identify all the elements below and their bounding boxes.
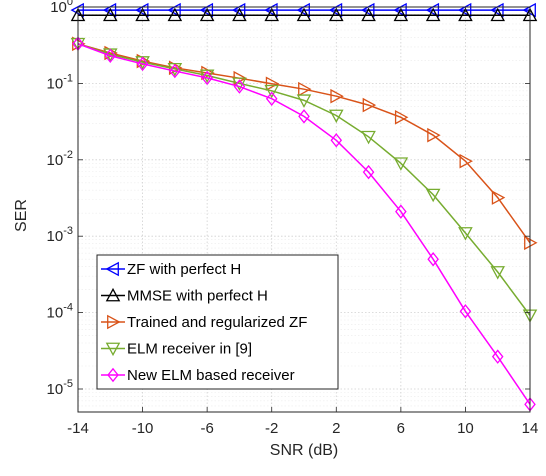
legend-label-3: Trained and regularized ZF bbox=[127, 314, 307, 331]
y-axis-label: SER bbox=[13, 199, 30, 232]
y-tick-label: 10-1 bbox=[47, 72, 73, 92]
y-tick-base: 10 bbox=[47, 75, 64, 92]
legend-label-5: New ELM based receiver bbox=[127, 367, 295, 384]
legend-marker-5 bbox=[107, 367, 119, 383]
series-4-point bbox=[393, 157, 409, 171]
legend-label-4: ELM receiver in [9] bbox=[127, 341, 252, 358]
axes-box bbox=[77, 6, 531, 413]
x-tick-label: 2 bbox=[332, 420, 340, 437]
legend-box bbox=[96, 254, 339, 390]
y-tick-base: 10 bbox=[47, 305, 64, 322]
legend-marker-1 bbox=[105, 261, 119, 277]
legend-marker-3 bbox=[107, 314, 121, 330]
series-2-point bbox=[102, 7, 118, 22]
y-tick-label: 10-5 bbox=[47, 378, 73, 398]
series-5-point bbox=[395, 204, 407, 219]
series-5 bbox=[72, 36, 536, 412]
y-tick-base: 10 bbox=[47, 381, 64, 398]
y-tick-base: 10 bbox=[50, 0, 67, 16]
series-3-line bbox=[77, 43, 531, 244]
x-tick-label: -10 bbox=[132, 420, 154, 437]
y-tick-exponent: -2 bbox=[63, 149, 73, 161]
series-4-point bbox=[264, 84, 280, 99]
legend-marker-4 bbox=[105, 342, 121, 357]
series-3-point bbox=[265, 76, 280, 92]
series-2-point bbox=[328, 7, 344, 22]
series-2-point bbox=[296, 7, 312, 22]
series-5-line bbox=[77, 43, 531, 405]
series-2-point bbox=[232, 7, 247, 22]
series-5-point bbox=[298, 109, 310, 124]
series-3-point bbox=[394, 110, 409, 125]
series-3-point bbox=[491, 190, 506, 205]
series-2-point bbox=[264, 7, 280, 22]
y-tick-label: 100 bbox=[50, 0, 73, 16]
series-2-point bbox=[361, 7, 376, 22]
series-2-point bbox=[490, 7, 506, 22]
y-tick-label: 10-4 bbox=[47, 302, 73, 322]
series-2-point bbox=[458, 7, 473, 22]
y-tick-exponent: -1 bbox=[63, 72, 73, 84]
y-tick-base: 10 bbox=[47, 152, 64, 169]
series-2-point bbox=[425, 7, 441, 22]
x-tick-label: -2 bbox=[265, 420, 278, 437]
y-tick-exponent: 0 bbox=[67, 0, 73, 8]
series-5-point bbox=[459, 304, 472, 319]
legend: ZF with perfect H MMSE with perfect H Trai… bbox=[96, 254, 339, 390]
series-4-point bbox=[425, 188, 441, 203]
series-5-point bbox=[201, 70, 213, 86]
series-3-point bbox=[298, 81, 312, 97]
series-5-point bbox=[330, 133, 343, 148]
y-tick-exponent: -3 bbox=[63, 225, 73, 237]
series-3-point bbox=[362, 97, 377, 113]
x-tick-label: 10 bbox=[457, 420, 474, 437]
series-2-point bbox=[167, 7, 183, 22]
legend-marker-2 bbox=[105, 287, 121, 302]
x-axis-label: SNR (dB) bbox=[270, 442, 338, 459]
series-4-point bbox=[490, 266, 506, 280]
series-3-point bbox=[330, 88, 344, 104]
y-tick-label: 10-2 bbox=[47, 149, 73, 169]
series-5-point bbox=[136, 56, 149, 72]
series-4-point bbox=[361, 130, 376, 145]
series-5-point bbox=[233, 79, 246, 94]
x-tick-label: -6 bbox=[200, 420, 213, 437]
series-4-point bbox=[458, 227, 473, 241]
series-5-point bbox=[362, 164, 375, 180]
series-5-point bbox=[169, 63, 181, 79]
series-4-point bbox=[328, 109, 344, 124]
series-4-point bbox=[296, 94, 312, 108]
series-4-line bbox=[77, 43, 531, 316]
series-5-point bbox=[491, 349, 504, 364]
x-tick-label: 14 bbox=[522, 420, 539, 437]
y-tick-exponent: -4 bbox=[63, 302, 73, 314]
plot-area-frame bbox=[77, 6, 531, 413]
series-5-point bbox=[265, 91, 278, 106]
y-tick-base: 10 bbox=[47, 228, 64, 245]
y-tick-exponent: -5 bbox=[63, 378, 73, 390]
x-tick-label: -14 bbox=[67, 420, 89, 437]
series-5-point bbox=[104, 48, 117, 64]
legend-label-1: ZF with perfect H bbox=[127, 261, 241, 278]
x-tick-label: 6 bbox=[397, 420, 405, 437]
series-3-point bbox=[427, 127, 441, 143]
series-2-point bbox=[199, 7, 215, 22]
series-5-point bbox=[427, 251, 439, 267]
series-2-point bbox=[393, 7, 409, 22]
legend-label-2: MMSE with perfect H bbox=[127, 288, 268, 305]
y-tick-label: 10-3 bbox=[47, 225, 73, 245]
series-3-point bbox=[459, 153, 473, 169]
series-2-point bbox=[135, 7, 150, 22]
